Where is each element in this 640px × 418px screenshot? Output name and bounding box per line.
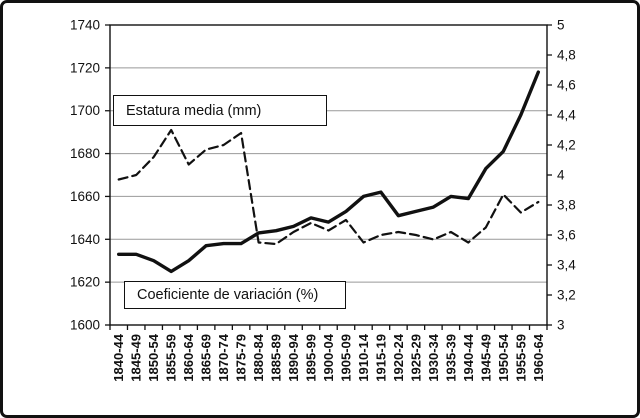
svg-text:1845-49: 1845-49	[129, 334, 144, 382]
estatura-media-label: Estatura media (mm)	[126, 102, 262, 119]
svg-text:4,4: 4,4	[557, 108, 576, 123]
svg-text:1600: 1600	[70, 318, 100, 333]
svg-text:1895-99: 1895-99	[304, 334, 319, 382]
svg-text:3: 3	[557, 318, 565, 333]
svg-text:1865-69: 1865-69	[199, 334, 214, 382]
svg-text:1960-64: 1960-64	[531, 333, 546, 381]
svg-text:1915-19: 1915-19	[373, 334, 388, 382]
svg-text:4,6: 4,6	[557, 78, 576, 93]
svg-text:1840-44: 1840-44	[111, 333, 126, 381]
x-axis-labels: 1840-44 1845-49 1850-54 1855-59 1860-64 1865-…	[111, 333, 546, 381]
svg-text:1640: 1640	[70, 232, 100, 247]
svg-text:1885-89: 1885-89	[269, 334, 284, 382]
right-axis-labels: 3 3,2 3,4 3,6 3,8 4 4,2 4,4 4,6 4,8 5	[557, 18, 576, 333]
svg-text:5: 5	[557, 18, 565, 33]
svg-text:1925-29: 1925-29	[408, 334, 423, 382]
coeficiente-variacion-label-box: Coeficiente de variación (%)	[124, 281, 346, 309]
svg-text:1680: 1680	[70, 146, 100, 161]
svg-text:1900-04: 1900-04	[321, 333, 336, 381]
svg-text:1945-49: 1945-49	[478, 334, 493, 382]
svg-text:1905-09: 1905-09	[338, 334, 353, 382]
svg-text:1875-79: 1875-79	[234, 334, 249, 382]
svg-text:1660: 1660	[70, 189, 100, 204]
estatura-media-label-box: Estatura media (mm)	[113, 95, 327, 126]
svg-text:1620: 1620	[70, 275, 100, 290]
axis-ticks	[105, 24, 552, 330]
svg-text:1935-39: 1935-39	[443, 334, 458, 382]
svg-text:1855-59: 1855-59	[164, 334, 179, 382]
svg-text:1910-14: 1910-14	[356, 333, 371, 381]
svg-text:4,2: 4,2	[557, 138, 576, 153]
svg-text:1870-74: 1870-74	[216, 333, 231, 381]
svg-text:3,4: 3,4	[557, 258, 576, 273]
svg-text:3,8: 3,8	[557, 198, 576, 213]
svg-text:1720: 1720	[70, 60, 100, 75]
svg-text:1890-94: 1890-94	[286, 333, 301, 381]
coeficiente-variacion-label: Coeficiente de variación (%)	[137, 287, 319, 303]
left-axis-labels: 1600 1620 1640 1660 1680 1700 1720 1740	[70, 18, 100, 333]
svg-text:1950-54: 1950-54	[496, 333, 511, 381]
svg-text:1700: 1700	[70, 103, 100, 118]
svg-text:1920-24: 1920-24	[391, 333, 406, 381]
chart-canvas: 1600162016401660168017001720174033,23,43…	[70, 18, 576, 382]
series-coeficiente-variacion	[117, 128, 540, 246]
svg-text:1860-64: 1860-64	[181, 333, 196, 381]
svg-text:1955-59: 1955-59	[513, 334, 528, 382]
svg-text:1940-44: 1940-44	[461, 333, 476, 381]
svg-text:4: 4	[557, 168, 565, 183]
series-estatura-media	[116, 70, 540, 274]
svg-text:1740: 1740	[70, 18, 100, 33]
svg-text:1880-84: 1880-84	[251, 333, 266, 381]
svg-text:4,8: 4,8	[557, 48, 576, 63]
svg-text:1850-54: 1850-54	[146, 333, 161, 381]
svg-text:3,2: 3,2	[557, 288, 576, 303]
svg-text:3,6: 3,6	[557, 228, 576, 243]
svg-text:1930-34: 1930-34	[426, 333, 441, 381]
